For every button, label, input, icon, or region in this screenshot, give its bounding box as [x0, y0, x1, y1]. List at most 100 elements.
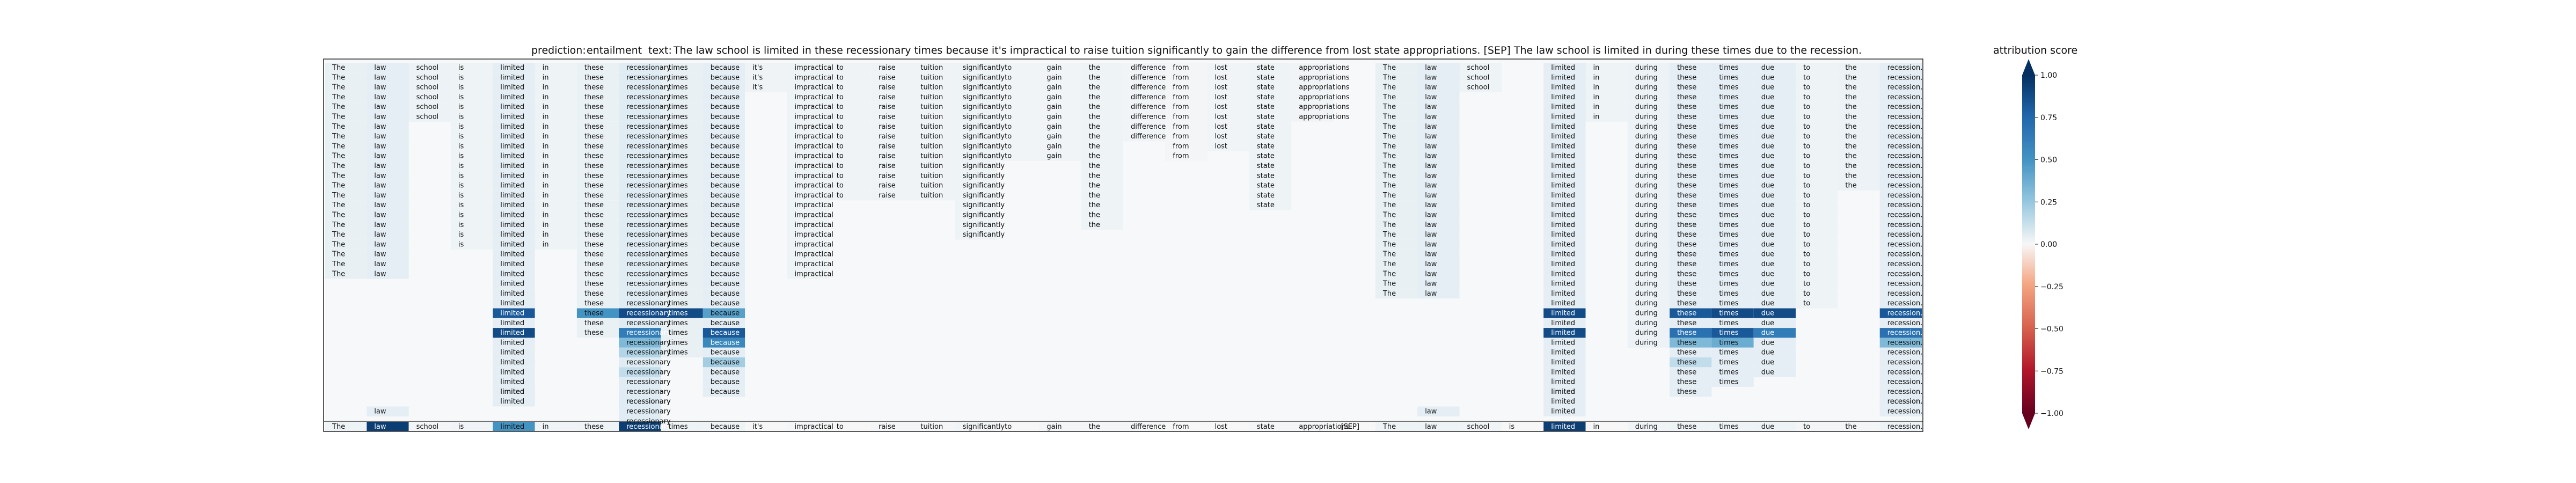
token-label: because — [711, 93, 740, 101]
heatmap-cell — [1375, 279, 1418, 289]
token-label: The — [332, 64, 345, 72]
token-label: these — [1677, 182, 1696, 190]
token-label: limited — [1551, 133, 1575, 141]
token-label: times — [669, 142, 688, 150]
heatmap-cell — [1375, 151, 1418, 161]
heatmap-cell — [1543, 230, 1586, 240]
heatmap-cell — [1165, 131, 1208, 142]
heatmap-cell — [619, 141, 661, 151]
token-label: from — [1173, 133, 1189, 141]
token-label: these — [1677, 162, 1696, 170]
token-label: to — [1005, 64, 1012, 72]
token-label: because — [711, 251, 740, 259]
heatmap-cell — [661, 308, 703, 318]
summary-token-label: school — [1467, 423, 1490, 431]
heatmap-cell — [829, 190, 872, 201]
heatmap-cell — [619, 386, 661, 397]
heatmap-cell — [493, 269, 535, 279]
token-label: these — [584, 182, 604, 190]
token-label: recession. — [1887, 251, 1923, 259]
heatmap-cell — [702, 308, 745, 318]
token-label: appropriations — [1299, 64, 1350, 72]
token-label: gain — [1046, 152, 1062, 160]
heatmap-cell — [702, 386, 745, 397]
token-label: law — [374, 113, 386, 121]
token-label: lost — [1215, 64, 1227, 72]
heatmap-cell — [1670, 102, 1712, 112]
heatmap-cell — [1165, 72, 1208, 83]
heatmap-cell — [787, 230, 829, 240]
token-label: times — [669, 84, 688, 92]
heatmap-cell — [745, 82, 787, 92]
token-label: recession. — [1887, 408, 1923, 416]
token-label: times — [1719, 251, 1738, 259]
heatmap-cell — [1879, 141, 1922, 151]
token-label: tuition — [920, 192, 943, 200]
token-label: raise — [879, 123, 896, 131]
token-label: gain — [1046, 103, 1062, 111]
token-label: recessionary — [626, 162, 671, 170]
heatmap-cell — [576, 318, 619, 328]
heatmap-cell — [1670, 180, 1712, 191]
summary-cell — [1291, 422, 1334, 431]
token-label: tuition — [920, 162, 943, 170]
heatmap-cell — [1796, 269, 1838, 279]
token-label: because — [711, 290, 740, 298]
token-label: difference — [1131, 123, 1166, 131]
heatmap-cell — [535, 82, 577, 92]
token-label: to — [1005, 113, 1012, 121]
token-label: tuition — [920, 93, 943, 101]
token-label: limited — [500, 74, 524, 82]
heatmap-cell — [535, 180, 577, 191]
token-label: The — [1382, 251, 1396, 259]
token-label: state — [1257, 133, 1275, 141]
heatmap-cell — [1543, 63, 1586, 73]
token-label: is — [458, 162, 464, 170]
heatmap-cell — [1711, 72, 1754, 83]
token-label: these — [584, 162, 604, 170]
heatmap-cell — [955, 180, 997, 191]
token-label: these — [1677, 368, 1696, 376]
token-label: these — [584, 84, 604, 92]
token-label: law — [1425, 280, 1437, 288]
colorbar-bottom-arrow — [2022, 413, 2035, 429]
colorbar-tick-label: −0.25 — [2040, 283, 2063, 291]
heatmap-cell — [493, 279, 535, 289]
heatmap-cell — [829, 121, 872, 132]
token-label: lost — [1215, 93, 1227, 101]
token-label: The — [332, 192, 345, 200]
token-label: these — [584, 133, 604, 141]
summary-cell — [1543, 422, 1586, 431]
token-label: these — [1677, 113, 1696, 121]
heatmap-cell — [702, 131, 745, 142]
heatmap-cell — [1753, 259, 1796, 269]
token-label: times — [669, 211, 688, 219]
token-label: raise — [879, 133, 896, 141]
token-label: due — [1761, 182, 1775, 190]
token-label: recession. — [1887, 388, 1923, 396]
heatmap-cell — [787, 259, 829, 269]
heatmap-cell — [1838, 131, 1880, 142]
heatmap-cell — [955, 210, 997, 220]
heatmap-cell — [1879, 180, 1922, 191]
heatmap-cell — [325, 171, 367, 181]
token-label: school — [416, 113, 439, 121]
token-label: times — [669, 270, 688, 278]
colorbar-tick-label: 0.75 — [2040, 114, 2057, 122]
token-label: during — [1635, 142, 1658, 150]
heatmap-cell — [1711, 171, 1754, 181]
heatmap-cell — [1670, 338, 1712, 348]
token-label: limited — [500, 123, 524, 131]
token-label: recessionary — [626, 329, 671, 337]
heatmap-cell — [955, 200, 997, 210]
heatmap-cell — [787, 72, 829, 83]
token-label: times — [669, 172, 688, 180]
token-label: in — [543, 182, 549, 190]
heatmap-cell — [1543, 328, 1586, 338]
token-label: the — [1089, 103, 1100, 111]
token-label: law — [374, 133, 386, 141]
token-label: during — [1635, 201, 1658, 209]
heatmap-cell — [1375, 210, 1418, 220]
token-label: times — [669, 349, 688, 357]
heatmap-cell — [325, 259, 367, 269]
